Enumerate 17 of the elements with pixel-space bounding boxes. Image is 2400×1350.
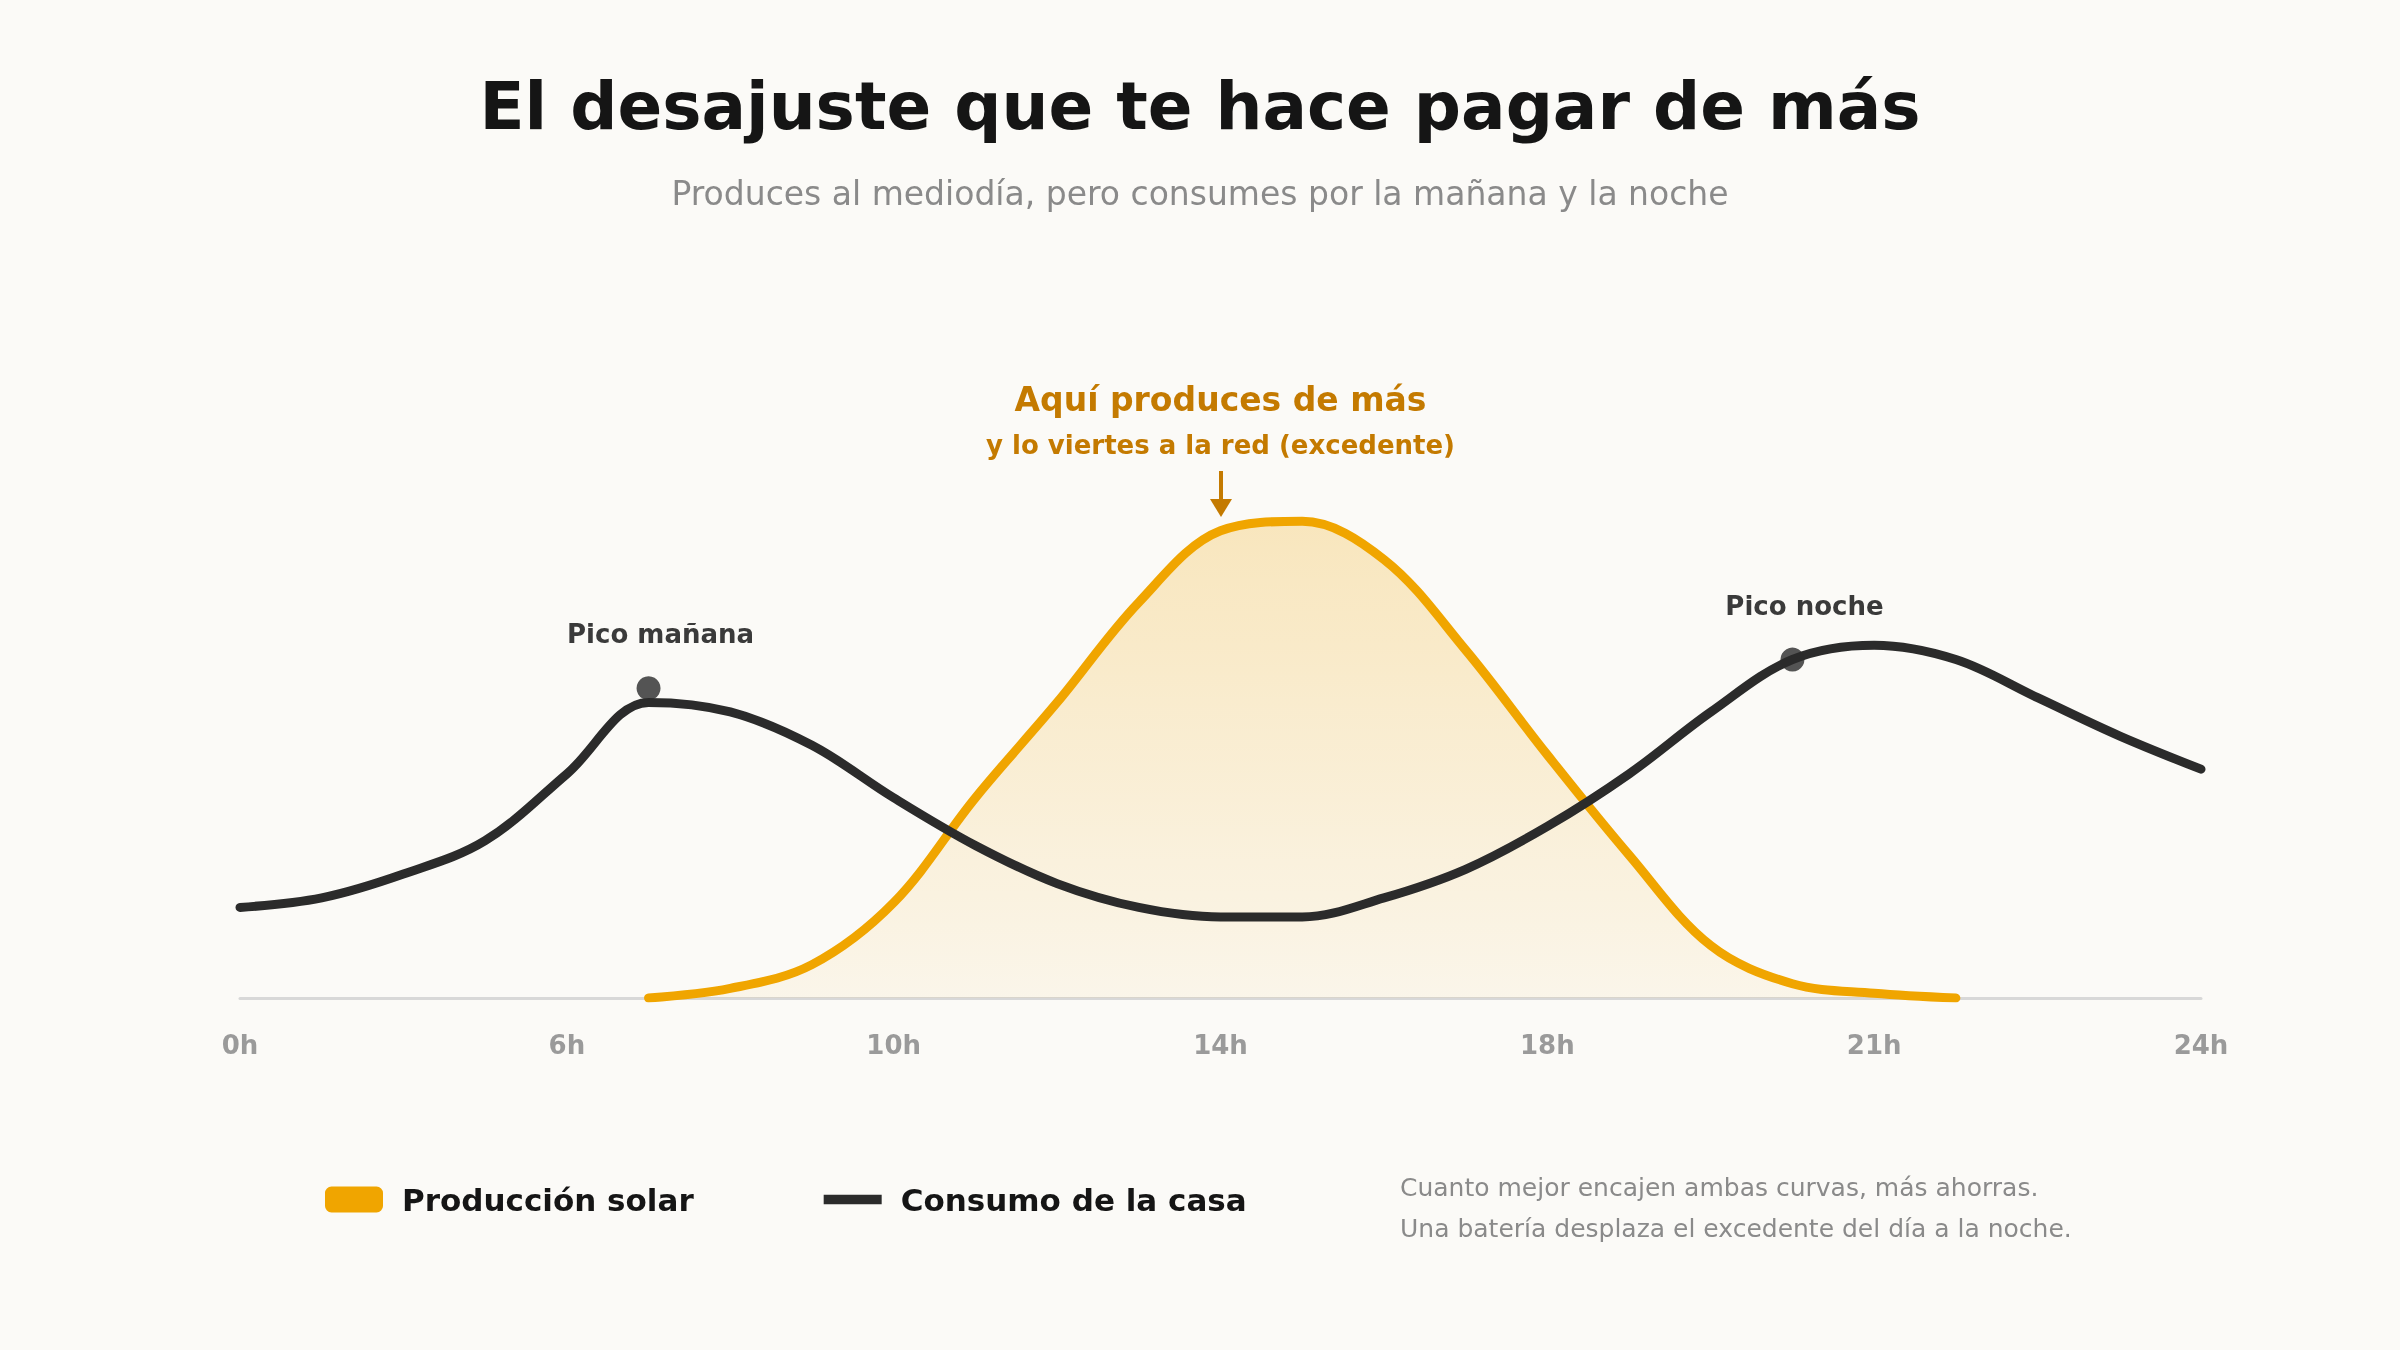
legend-label: Producción solar [402, 1181, 695, 1218]
x-tick-label: 10h [866, 1030, 922, 1060]
x-tick-label: 21h [1846, 1030, 1902, 1060]
text: y lo viertes a la red (excedente) [986, 430, 1455, 461]
annotation: Pico noche [1725, 590, 1884, 621]
annotation: Pico mañana [567, 619, 755, 650]
chart-title: El desajuste que te hace pagar de más [479, 67, 1921, 145]
x-tick-label: 6h [548, 1030, 586, 1060]
text: Cuanto mejor encajen ambas curvas, más ahorras. [1400, 1173, 2039, 1202]
legend-label: Consumo de la casa [900, 1181, 1247, 1218]
x-tick-label: 0h [221, 1030, 259, 1060]
x-tick-label: 18h [1519, 1030, 1575, 1060]
x-tick-label: 24h [2173, 1030, 2229, 1060]
x-tick-label: 14h [1193, 1030, 1248, 1060]
text: Una batería desplaza el excedente del día a la noche. [1400, 1214, 2072, 1243]
chart-subtitle: Produces al mediodía, pero consumes por la mañana y la noche [671, 174, 1729, 213]
text: Aquí produces de más [1014, 379, 1427, 419]
